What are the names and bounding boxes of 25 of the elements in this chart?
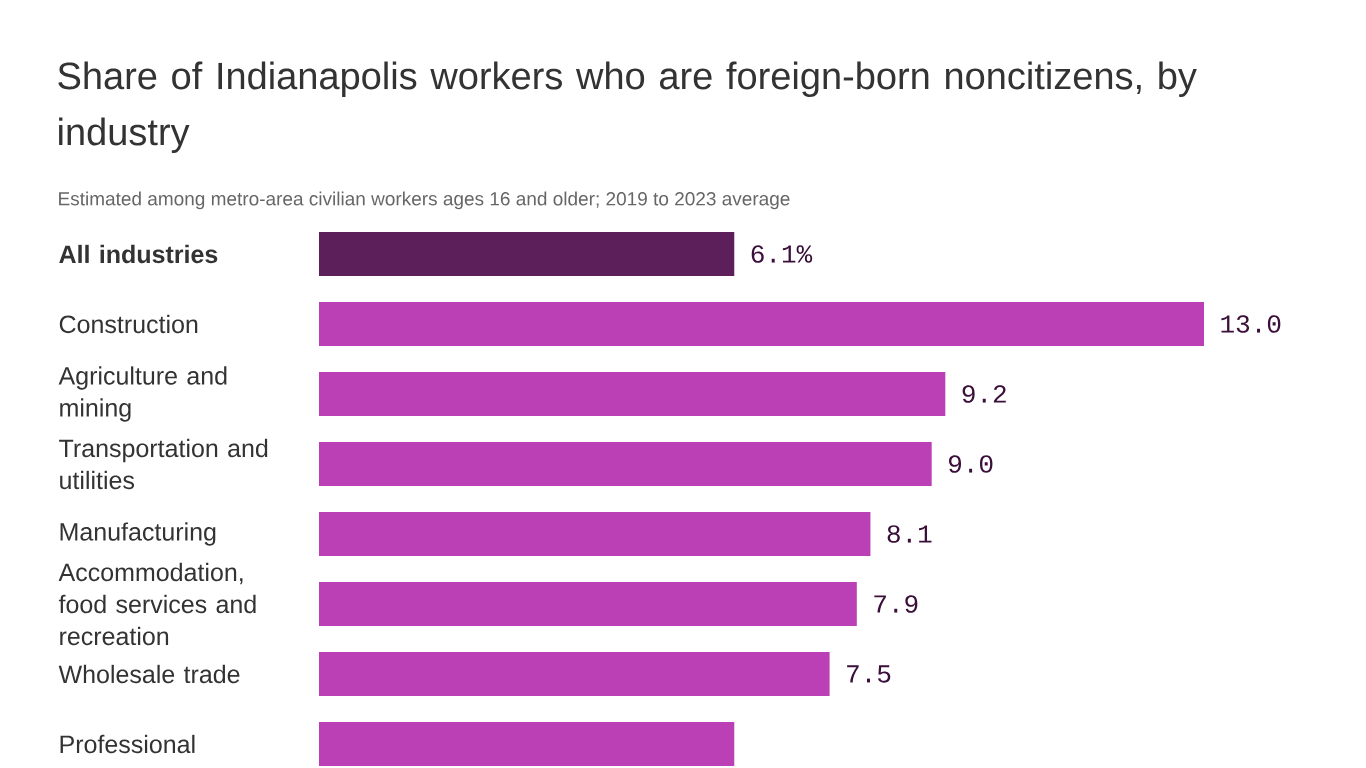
data-label: 13.0: [1221, 315, 1281, 333]
chart-subtitle: Estimated among metro-area civilian workers ages 16 and older; 2019 to 2023 average: [59, 191, 790, 210]
y-tick-label: Agriculture and mining: [58, 366, 227, 422]
bar: [319, 302, 1204, 346]
y-tick-label: Accommodation, food services and recreation: [58, 562, 256, 646]
bar: [319, 372, 946, 416]
data-label: 8.1: [887, 525, 932, 543]
bar: [319, 232, 735, 277]
y-tick-label: Professional: [60, 734, 195, 754]
y-tick-label: Manufacturing: [60, 522, 216, 546]
y-tick-label: Construction: [59, 314, 198, 334]
bar: [319, 652, 830, 696]
y-tick-label: Transportation and utilities: [59, 438, 268, 490]
data-label: 9.0: [949, 455, 993, 473]
y-tick-label: All industries: [59, 244, 218, 264]
data-label: 6.1%: [751, 245, 813, 263]
bar: [319, 582, 857, 626]
y-tick-label: Wholesale trade: [58, 664, 240, 684]
data-label: 7.9: [874, 595, 918, 613]
chart-title: Share of Indianapolis workers who are foreign-born noncitizens, by industry: [58, 61, 1197, 153]
data-label: 9.2: [962, 385, 1006, 403]
data-label: 7.5: [847, 665, 891, 683]
bar: [319, 722, 735, 766]
bar: [319, 512, 871, 556]
bar: [319, 442, 932, 486]
